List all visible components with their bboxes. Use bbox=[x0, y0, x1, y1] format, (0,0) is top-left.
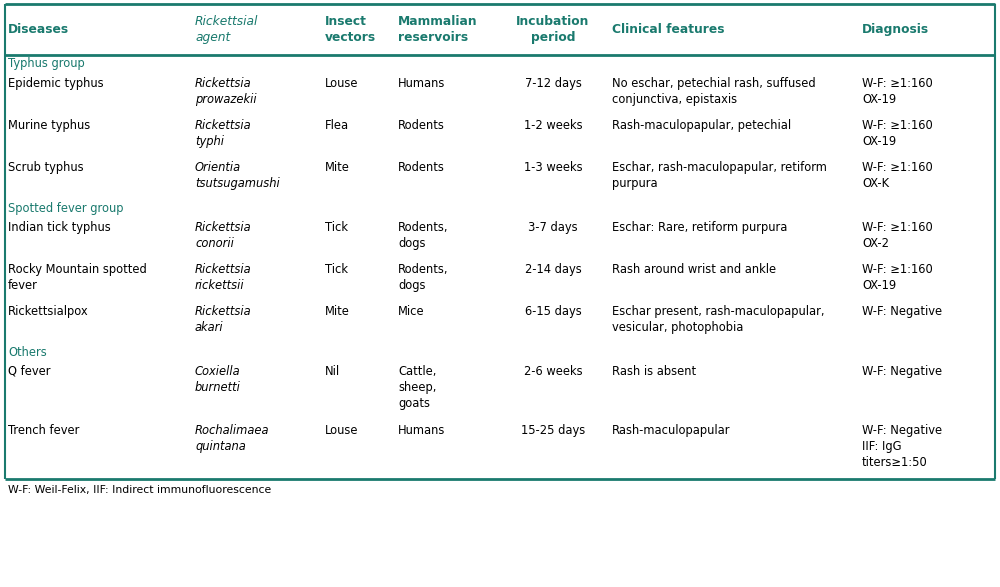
Text: Rodents: Rodents bbox=[398, 119, 445, 132]
Bar bbox=[5, 115, 995, 157]
Text: Mite: Mite bbox=[325, 161, 350, 174]
Text: Eschar: Rare, retiform purpura: Eschar: Rare, retiform purpura bbox=[612, 221, 787, 234]
Text: Coxiella
burnetti: Coxiella burnetti bbox=[195, 365, 241, 394]
Text: Epidemic typhus: Epidemic typhus bbox=[8, 77, 104, 90]
Text: 15-25 days: 15-25 days bbox=[521, 424, 585, 437]
Bar bbox=[5, 259, 995, 301]
Text: Typhus group: Typhus group bbox=[8, 58, 85, 70]
Text: W-F: Negative: W-F: Negative bbox=[862, 365, 942, 378]
Text: W-F: ≥1:160
OX-19: W-F: ≥1:160 OX-19 bbox=[862, 119, 933, 148]
Text: Diseases: Diseases bbox=[8, 23, 69, 36]
Text: Rickettsialpox: Rickettsialpox bbox=[8, 305, 89, 318]
Text: Rocky Mountain spotted
fever: Rocky Mountain spotted fever bbox=[8, 263, 147, 292]
Text: Rodents,
dogs: Rodents, dogs bbox=[398, 221, 448, 250]
Bar bbox=[5, 73, 995, 115]
Text: Rickettsial
agent: Rickettsial agent bbox=[195, 15, 258, 44]
Text: Mite: Mite bbox=[325, 305, 350, 318]
Bar bbox=[5, 199, 995, 217]
Bar bbox=[5, 55, 995, 73]
Text: Humans: Humans bbox=[398, 77, 445, 90]
Text: W-F: Weil-Felix, IIF: Indirect immunofluorescence: W-F: Weil-Felix, IIF: Indirect immunoflu… bbox=[8, 485, 271, 495]
Text: Rochalimaea
quintana: Rochalimaea quintana bbox=[195, 424, 270, 453]
Text: Scrub typhus: Scrub typhus bbox=[8, 161, 84, 174]
Text: Mice: Mice bbox=[398, 305, 425, 318]
Bar bbox=[5, 343, 995, 361]
Text: 7-12 days: 7-12 days bbox=[525, 77, 581, 90]
Bar bbox=[5, 157, 995, 199]
Text: Eschar present, rash-maculopapular,
vesicular, photophobia: Eschar present, rash-maculopapular, vesi… bbox=[612, 305, 824, 334]
Text: W-F: ≥1:160
OX-19: W-F: ≥1:160 OX-19 bbox=[862, 263, 933, 292]
Text: Incubation
period: Incubation period bbox=[516, 15, 590, 44]
Text: Indian tick typhus: Indian tick typhus bbox=[8, 221, 111, 234]
Bar bbox=[5, 217, 995, 259]
Text: Others: Others bbox=[8, 346, 47, 359]
Text: Rodents,
dogs: Rodents, dogs bbox=[398, 263, 448, 292]
Text: Rash is absent: Rash is absent bbox=[612, 365, 696, 378]
Text: No eschar, petechial rash, suffused
conjunctiva, epistaxis: No eschar, petechial rash, suffused conj… bbox=[612, 77, 816, 106]
Text: 6-15 days: 6-15 days bbox=[525, 305, 581, 318]
Text: Rash-maculopapular, petechial: Rash-maculopapular, petechial bbox=[612, 119, 791, 132]
Text: Louse: Louse bbox=[325, 77, 358, 90]
Text: Mammalian
reservoirs: Mammalian reservoirs bbox=[398, 15, 478, 44]
Text: Orientia
tsutsugamushi: Orientia tsutsugamushi bbox=[195, 161, 280, 190]
Text: 1-2 weeks: 1-2 weeks bbox=[524, 119, 582, 132]
Text: W-F: ≥1:160
OX-2: W-F: ≥1:160 OX-2 bbox=[862, 221, 933, 250]
Text: Q fever: Q fever bbox=[8, 365, 50, 378]
Text: W-F: ≥1:160
OX-19: W-F: ≥1:160 OX-19 bbox=[862, 77, 933, 106]
Text: Nil: Nil bbox=[325, 365, 340, 378]
Text: Insect
vectors: Insect vectors bbox=[325, 15, 376, 44]
Text: Tick: Tick bbox=[325, 263, 348, 276]
Text: W-F: ≥1:160
OX-K: W-F: ≥1:160 OX-K bbox=[862, 161, 933, 190]
Text: 2-14 days: 2-14 days bbox=[525, 263, 581, 276]
Text: Clinical features: Clinical features bbox=[612, 23, 724, 36]
Bar bbox=[5, 361, 995, 420]
Text: Rash-maculopapular: Rash-maculopapular bbox=[612, 424, 730, 437]
Text: Rodents: Rodents bbox=[398, 161, 445, 174]
Text: 2-6 weeks: 2-6 weeks bbox=[524, 365, 582, 378]
Bar bbox=[5, 420, 995, 479]
Text: Rickettsia
rickettsii: Rickettsia rickettsii bbox=[195, 263, 252, 292]
Text: Humans: Humans bbox=[398, 424, 445, 437]
Text: Louse: Louse bbox=[325, 424, 358, 437]
Text: Tick: Tick bbox=[325, 221, 348, 234]
Text: Rickettsia
typhi: Rickettsia typhi bbox=[195, 119, 252, 148]
Text: 3-7 days: 3-7 days bbox=[528, 221, 578, 234]
Text: Diagnosis: Diagnosis bbox=[862, 23, 929, 36]
Text: Murine typhus: Murine typhus bbox=[8, 119, 90, 132]
Text: Rash around wrist and ankle: Rash around wrist and ankle bbox=[612, 263, 776, 276]
Text: Cattle,
sheep,
goats: Cattle, sheep, goats bbox=[398, 365, 436, 410]
Text: Rickettsia
prowazekii: Rickettsia prowazekii bbox=[195, 77, 257, 106]
Text: Flea: Flea bbox=[325, 119, 349, 132]
Text: 1-3 weeks: 1-3 weeks bbox=[524, 161, 582, 174]
Text: W-F: Negative
IIF: IgG
titers≥1:50: W-F: Negative IIF: IgG titers≥1:50 bbox=[862, 424, 942, 469]
Text: Spotted fever group: Spotted fever group bbox=[8, 201, 124, 214]
Text: Eschar, rash-maculopapular, retiform
purpura: Eschar, rash-maculopapular, retiform pur… bbox=[612, 161, 827, 190]
Text: Rickettsia
akari: Rickettsia akari bbox=[195, 305, 252, 334]
Text: W-F: Negative: W-F: Negative bbox=[862, 305, 942, 318]
Text: Trench fever: Trench fever bbox=[8, 424, 79, 437]
Bar bbox=[5, 301, 995, 343]
Text: Rickettsia
conorii: Rickettsia conorii bbox=[195, 221, 252, 250]
